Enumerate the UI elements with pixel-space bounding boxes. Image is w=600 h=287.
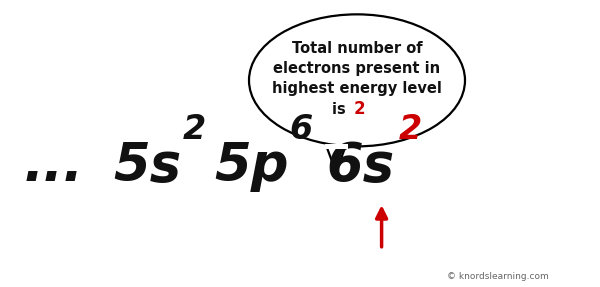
Text: highest energy level: highest energy level — [272, 82, 442, 96]
Text: is: is — [332, 102, 351, 117]
Text: 6: 6 — [289, 113, 313, 146]
Text: electrons present in: electrons present in — [274, 61, 440, 76]
Text: 2: 2 — [399, 113, 422, 146]
Polygon shape — [325, 144, 348, 149]
Text: ...: ... — [24, 140, 84, 193]
Text: 2: 2 — [354, 100, 365, 118]
Polygon shape — [327, 148, 345, 172]
Text: 5s: 5s — [113, 140, 181, 193]
Text: 2: 2 — [183, 113, 206, 146]
Text: 6s: 6s — [326, 140, 394, 193]
Ellipse shape — [249, 14, 465, 146]
Text: © knordslearning.com: © knordslearning.com — [447, 272, 549, 281]
Text: Total number of: Total number of — [292, 41, 422, 56]
Text: 5p: 5p — [215, 140, 289, 193]
